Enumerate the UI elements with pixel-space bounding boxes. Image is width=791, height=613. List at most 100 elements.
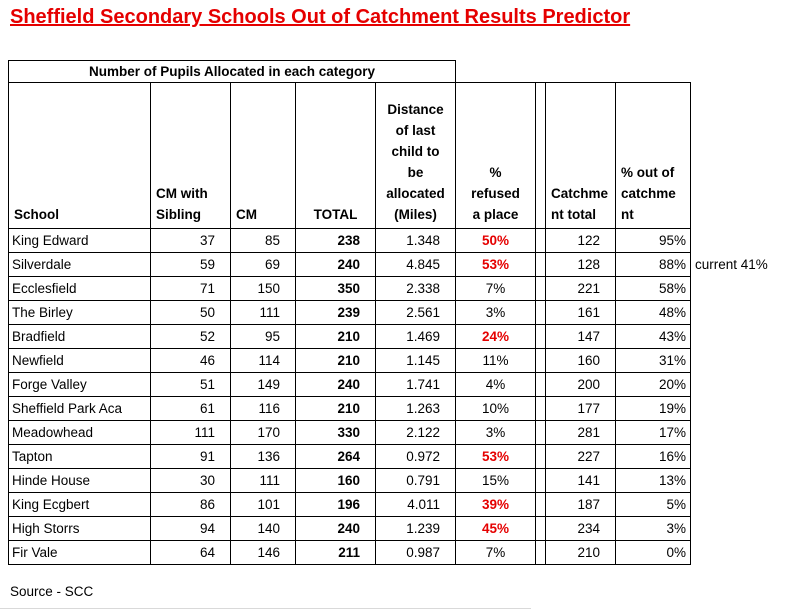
cell-refused: 4% [455,372,536,397]
cell-total: 330 [295,420,376,445]
cell-cm: 111 [230,468,296,493]
cell-spacer [535,348,546,373]
column-header-out-of-catchment: % out of catchme nt [615,82,691,229]
cell-total: 160 [295,468,376,493]
cell-spacer [535,516,546,541]
column-header-row: School CM with Sibling CM TOTAL Distance… [8,82,691,229]
group-header: Number of Pupils Allocated in each categ… [8,60,456,83]
cell-distance: 4.845 [375,252,456,277]
column-header-cm-with-sibling: CM with Sibling [150,82,231,229]
cell-out-of-catchment: 31% [615,348,691,373]
cell-school: Silverdale [8,252,151,277]
cell-distance: 1.239 [375,516,456,541]
group-header-row: Number of Pupils Allocated in each categ… [8,60,691,83]
cell-distance: 2.122 [375,420,456,445]
cell-total: 238 [295,228,376,253]
cell-school: King Ecgbert [8,492,151,517]
cell-catchment-total: 221 [545,276,616,301]
cell-spacer [535,396,546,421]
cell-refused: 53% [455,252,536,277]
cell-refused: 45% [455,516,536,541]
cell-distance: 0.791 [375,468,456,493]
cell-school: Hinde House [8,468,151,493]
table-row: Tapton 91 136 264 0.972 53% 227 16% [8,444,691,469]
cell-out-of-catchment: 19% [615,396,691,421]
cell-school: Ecclesfield [8,276,151,301]
results-table: Number of Pupils Allocated in each categ… [8,60,691,565]
cell-school: Meadowhead [8,420,151,445]
cell-distance: 1.263 [375,396,456,421]
group-header-spacer [455,60,691,83]
cell-total: 211 [295,540,376,565]
cell-cm-with-sibling: 94 [150,516,231,541]
cell-cm-with-sibling: 52 [150,324,231,349]
cell-spacer [535,300,546,325]
cell-cm-with-sibling: 71 [150,276,231,301]
bottom-gridline [0,608,531,609]
cell-spacer [535,276,546,301]
cell-cm-with-sibling: 91 [150,444,231,469]
cell-cm: 111 [230,300,296,325]
table-row: High Storrs 94 140 240 1.239 45% 234 3% [8,516,691,541]
source-note: Source - SCC [10,584,94,599]
cell-out-of-catchment: 0% [615,540,691,565]
cell-catchment-total: 161 [545,300,616,325]
cell-out-of-catchment: 48% [615,300,691,325]
cell-distance: 1.145 [375,348,456,373]
cell-out-of-catchment: 16% [615,444,691,469]
cell-out-of-catchment: 43% [615,324,691,349]
cell-distance: 0.987 [375,540,456,565]
cell-school: Bradfield [8,324,151,349]
cell-out-of-catchment: 58% [615,276,691,301]
cell-spacer [535,420,546,445]
cell-total: 240 [295,372,376,397]
cell-cm: 116 [230,396,296,421]
cell-cm-with-sibling: 30 [150,468,231,493]
cell-school: High Storrs [8,516,151,541]
cell-cm: 95 [230,324,296,349]
column-header-catchment-total: Catchme nt total [545,82,616,229]
column-header-cm: CM [230,82,296,229]
cell-distance: 2.561 [375,300,456,325]
cell-refused: 3% [455,420,536,445]
table-row: King Ecgbert 86 101 196 4.011 39% 187 5% [8,492,691,517]
cell-spacer [535,444,546,469]
table-row: The Birley 50 111 239 2.561 3% 161 48% [8,300,691,325]
cell-cm: 101 [230,492,296,517]
column-header-distance: Distance of last child to be allocated (… [375,82,456,229]
cell-distance: 0.972 [375,444,456,469]
cell-cm-with-sibling: 111 [150,420,231,445]
column-header-spacer [535,82,546,229]
cell-cm-with-sibling: 59 [150,252,231,277]
cell-out-of-catchment: 20% [615,372,691,397]
table-row: Bradfield 52 95 210 1.469 24% 147 43% [8,324,691,349]
cell-distance: 4.011 [375,492,456,517]
cell-school: Newfield [8,348,151,373]
cell-spacer [535,492,546,517]
cell-distance: 2.338 [375,276,456,301]
table-row: Silverdale 59 69 240 4.845 53% 128 88% [8,252,691,277]
cell-cm: 114 [230,348,296,373]
cell-school: King Edward [8,228,151,253]
table-row: Forge Valley 51 149 240 1.741 4% 200 20% [8,372,691,397]
cell-catchment-total: 141 [545,468,616,493]
cell-cm: 69 [230,252,296,277]
table-row: Ecclesfield 71 150 350 2.338 7% 221 58% [8,276,691,301]
cell-catchment-total: 122 [545,228,616,253]
cell-spacer [535,372,546,397]
table-body: King Edward 37 85 238 1.348 50% 122 95% … [8,228,691,565]
cell-refused: 24% [455,324,536,349]
cell-catchment-total: 177 [545,396,616,421]
cell-total: 196 [295,492,376,517]
cell-catchment-total: 147 [545,324,616,349]
cell-catchment-total: 281 [545,420,616,445]
cell-cm: 150 [230,276,296,301]
cell-total: 210 [295,396,376,421]
cell-catchment-total: 234 [545,516,616,541]
cell-catchment-total: 128 [545,252,616,277]
cell-catchment-total: 227 [545,444,616,469]
cell-cm: 85 [230,228,296,253]
cell-cm-with-sibling: 51 [150,372,231,397]
cell-refused: 39% [455,492,536,517]
